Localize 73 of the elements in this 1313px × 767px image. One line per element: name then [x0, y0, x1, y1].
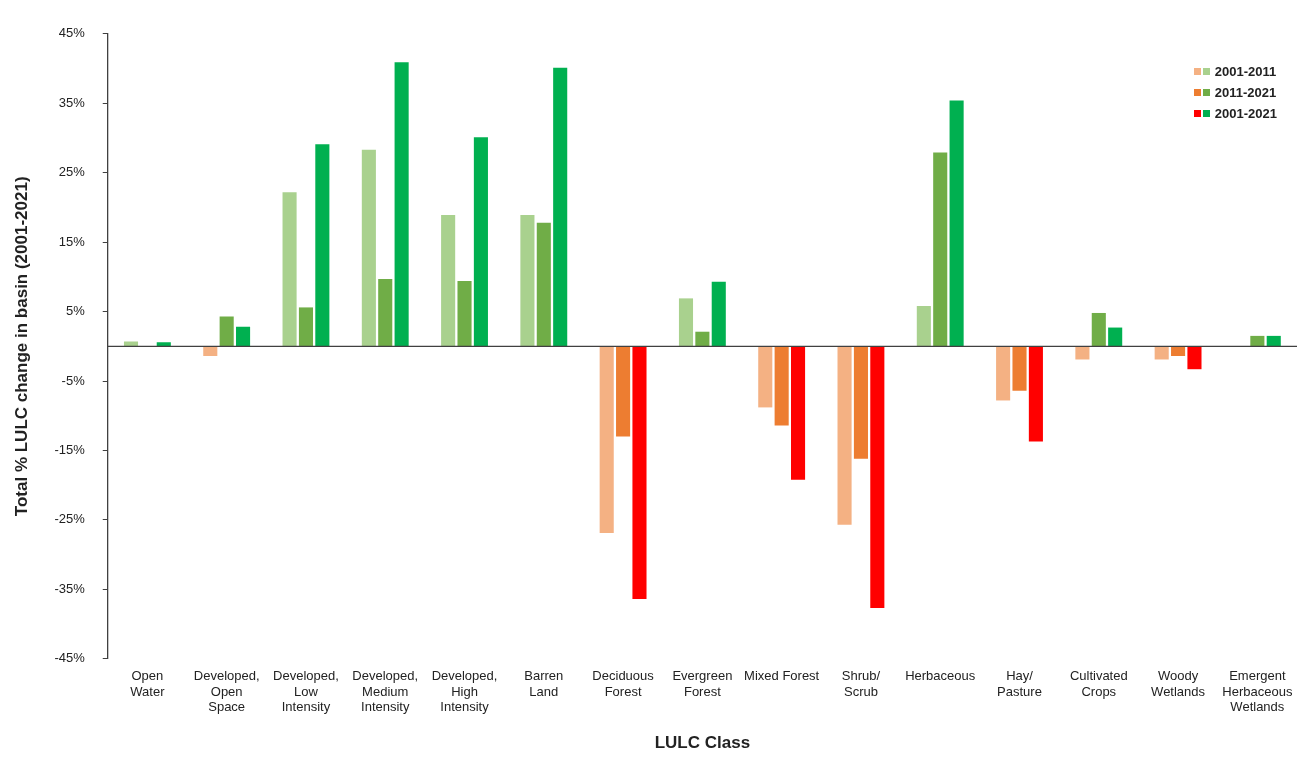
- bar: [616, 346, 631, 437]
- bar: [315, 144, 330, 347]
- bar: [853, 346, 868, 459]
- bar: [632, 346, 647, 600]
- y-tick-label: -45%: [54, 650, 86, 666]
- bar: [711, 281, 726, 347]
- y-tick-label: -35%: [54, 580, 86, 596]
- x-tick-label: Emergent Herbaceous Wetlands: [1222, 668, 1293, 715]
- bar: [473, 137, 488, 347]
- bar: [949, 100, 964, 347]
- y-tick-label: -5%: [61, 372, 86, 388]
- bar: [282, 192, 297, 347]
- bar: [1187, 346, 1202, 370]
- bar: [203, 346, 218, 357]
- legend-label: 2011-2021: [1214, 85, 1277, 100]
- x-tick-label: Developed, Medium Intensity: [352, 668, 419, 715]
- bar: [394, 62, 409, 347]
- y-axis-title: Total % LULC change in basin (2001-2021): [11, 176, 31, 517]
- y-tick-label: 15%: [58, 233, 86, 249]
- x-tick-label: Deciduous Forest: [592, 668, 655, 699]
- x-tick-label: Open Water: [130, 668, 166, 699]
- bar: [1075, 346, 1090, 360]
- bar: [1108, 327, 1123, 347]
- bar: [441, 215, 456, 347]
- bar: [219, 316, 234, 347]
- bar: [520, 215, 535, 347]
- bar: [236, 326, 251, 347]
- legend-label: 2001-2021: [1214, 106, 1277, 121]
- x-tick-label: Hay/ Pasture: [997, 668, 1042, 699]
- bar: [1091, 312, 1106, 347]
- bar: [378, 278, 393, 347]
- bar: [553, 67, 568, 347]
- bar: [1154, 346, 1169, 360]
- x-tick-label: Developed, Open Space: [193, 668, 260, 715]
- bar: [837, 346, 852, 525]
- y-tick-label: 35%: [58, 94, 86, 110]
- bar: [933, 152, 948, 347]
- x-tick-label: Mixed Forest: [744, 668, 820, 684]
- bar: [996, 346, 1011, 401]
- bar: [156, 342, 171, 347]
- x-tick-label: Evergreen Forest: [672, 668, 733, 699]
- bar: [1012, 346, 1027, 391]
- x-tick-label: Cultivated Crops: [1069, 668, 1128, 699]
- bar: [1266, 335, 1281, 347]
- bar: [695, 331, 710, 347]
- y-tick-label: 45%: [58, 25, 86, 41]
- bar: [916, 306, 931, 347]
- x-tick-label: Barren Land: [524, 668, 564, 699]
- bar: [298, 307, 313, 347]
- y-tick-label: 5%: [65, 303, 86, 319]
- bar: [123, 341, 139, 347]
- x-tick-label: Shrub/ Scrub: [841, 668, 881, 699]
- bar: [361, 149, 376, 347]
- bar: [774, 346, 789, 426]
- x-axis-title: LULC Class: [654, 733, 751, 753]
- y-tick-label: 25%: [58, 164, 86, 180]
- bar: [1171, 346, 1186, 357]
- x-tick-label: Developed, Low Intensity: [273, 668, 339, 715]
- x-tick-label: Herbaceous: [905, 668, 976, 684]
- bar: [457, 281, 472, 347]
- y-tick-label: -25%: [54, 511, 86, 527]
- bar: [1250, 335, 1265, 347]
- bar: [678, 298, 694, 347]
- bar: [870, 346, 885, 609]
- bar: [599, 346, 614, 534]
- y-tick-label: -15%: [54, 442, 86, 458]
- bar: [758, 346, 773, 408]
- x-tick-label: Developed, High Intensity: [431, 668, 498, 715]
- x-tick-label: Woody Wetlands: [1151, 668, 1206, 699]
- bar: [536, 222, 551, 347]
- bar: [1028, 346, 1043, 442]
- legend-label: 2001-2011: [1214, 64, 1277, 79]
- bar: [791, 346, 806, 480]
